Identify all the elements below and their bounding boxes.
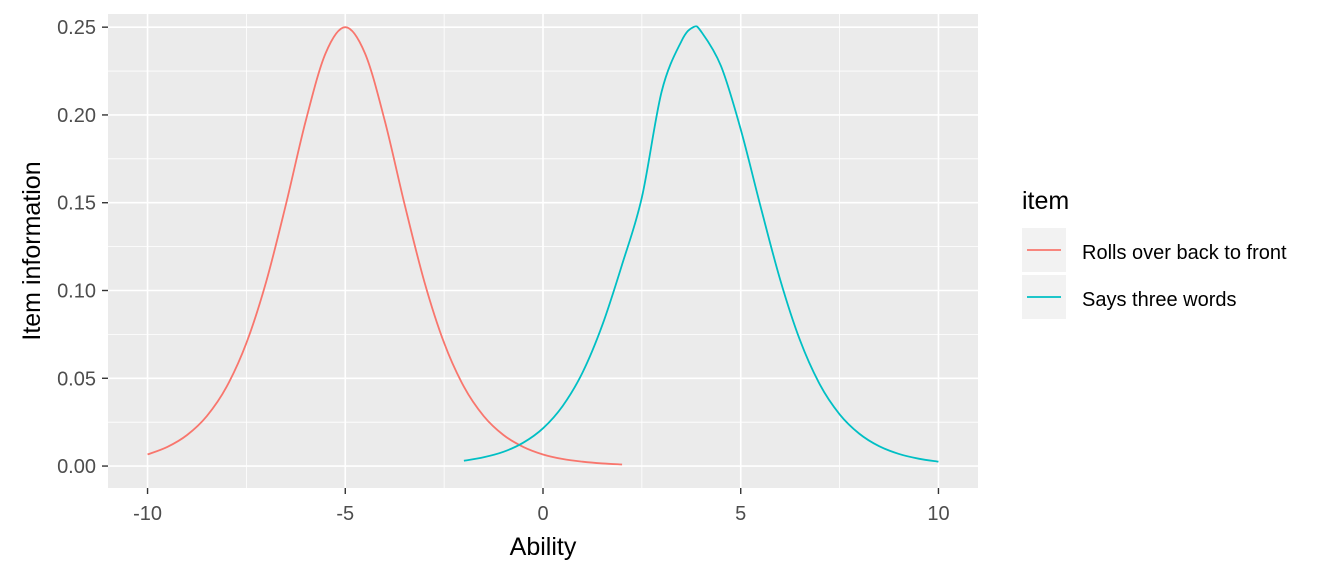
y-tick-label: 0.10: [57, 281, 96, 303]
x-axis-title: Ability: [510, 533, 577, 561]
y-tick-label: 0.20: [57, 105, 96, 127]
major-grid: [108, 14, 978, 488]
x-tick-label: 10: [927, 503, 949, 525]
y-tick-label: 0.25: [57, 17, 96, 39]
series-line-says-three-words: [463, 25, 939, 463]
x-tick-label: -10: [133, 503, 162, 525]
legend: item Rolls over back to front Says three…: [1022, 187, 1287, 319]
y-axis: 0.00 0.05 0.10 0.15 0.20 0.25: [57, 17, 108, 478]
y-tick-label: 0.00: [57, 456, 96, 478]
x-tick-label: -5: [336, 503, 354, 525]
y-tick-label: 0.05: [57, 368, 96, 390]
y-axis-title: Item information: [18, 161, 46, 340]
x-axis: -10 -5 0 5 10: [133, 488, 950, 525]
x-tick-label: 0: [537, 503, 548, 525]
series-line-rolls-over-back-to-front: [147, 26, 623, 466]
legend-label-says-three-words: Says three words: [1082, 289, 1237, 311]
x-tick-label: 5: [735, 503, 746, 525]
legend-title: item: [1022, 187, 1069, 215]
y-tick-label: 0.15: [57, 193, 96, 215]
legend-label-rolls-over: Rolls over back to front: [1082, 242, 1287, 264]
series-lines: [147, 25, 939, 466]
